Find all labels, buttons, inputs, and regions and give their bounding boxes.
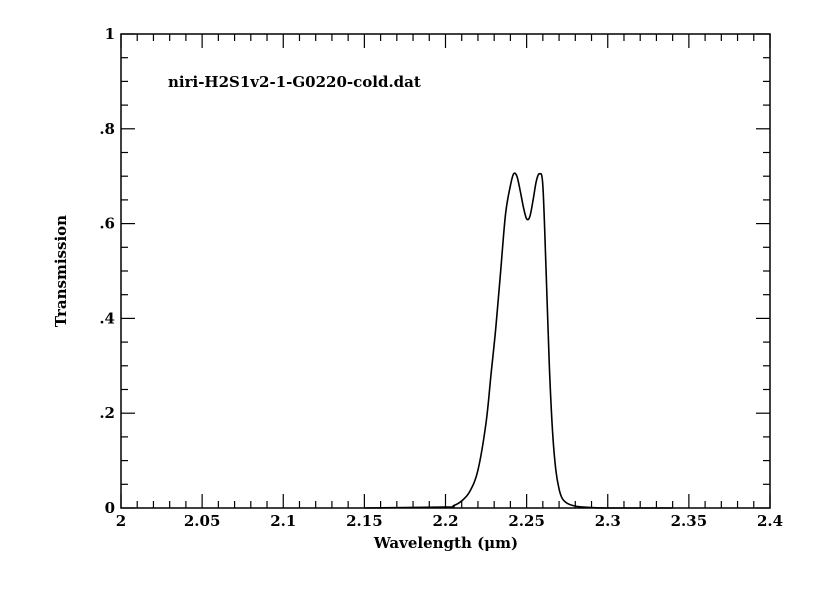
- x-tick-label: 2.35: [671, 512, 708, 530]
- x-tick-label: 2.3: [595, 512, 621, 530]
- tick-marks: [120, 33, 771, 509]
- data-file-label: niri-H2S1v2-1-G0220-cold.dat: [168, 73, 421, 91]
- y-axis-title: Transmission: [52, 215, 70, 327]
- x-tick-label: 2: [116, 512, 126, 530]
- x-tick-label: 2.4: [757, 512, 783, 530]
- x-tick-label: 2.1: [270, 512, 296, 530]
- tick-labels: 2 2.05 2.1 2.15 2.2 2.25 2.3 2.35 2.4 0 .2 .4 .6 .8 1: [99, 25, 783, 530]
- y-tick-label: 1: [105, 25, 115, 43]
- x-tick-label: 2.25: [508, 512, 545, 530]
- plot-frame: [120, 33, 771, 509]
- x-axis-title: Wavelength (μm): [373, 534, 518, 552]
- y-tick-label: .6: [99, 215, 115, 233]
- y-tick-label: .2: [99, 404, 115, 422]
- y-tick-label: .4: [99, 309, 115, 327]
- x-tick-label: 2.2: [432, 512, 458, 530]
- x-tick-label: 2.15: [346, 512, 383, 530]
- x-tick-label: 2.05: [184, 512, 221, 530]
- y-tick-label: 0: [105, 499, 115, 517]
- y-tick-label: .8: [99, 120, 115, 138]
- transmission-curve: [364, 172, 673, 509]
